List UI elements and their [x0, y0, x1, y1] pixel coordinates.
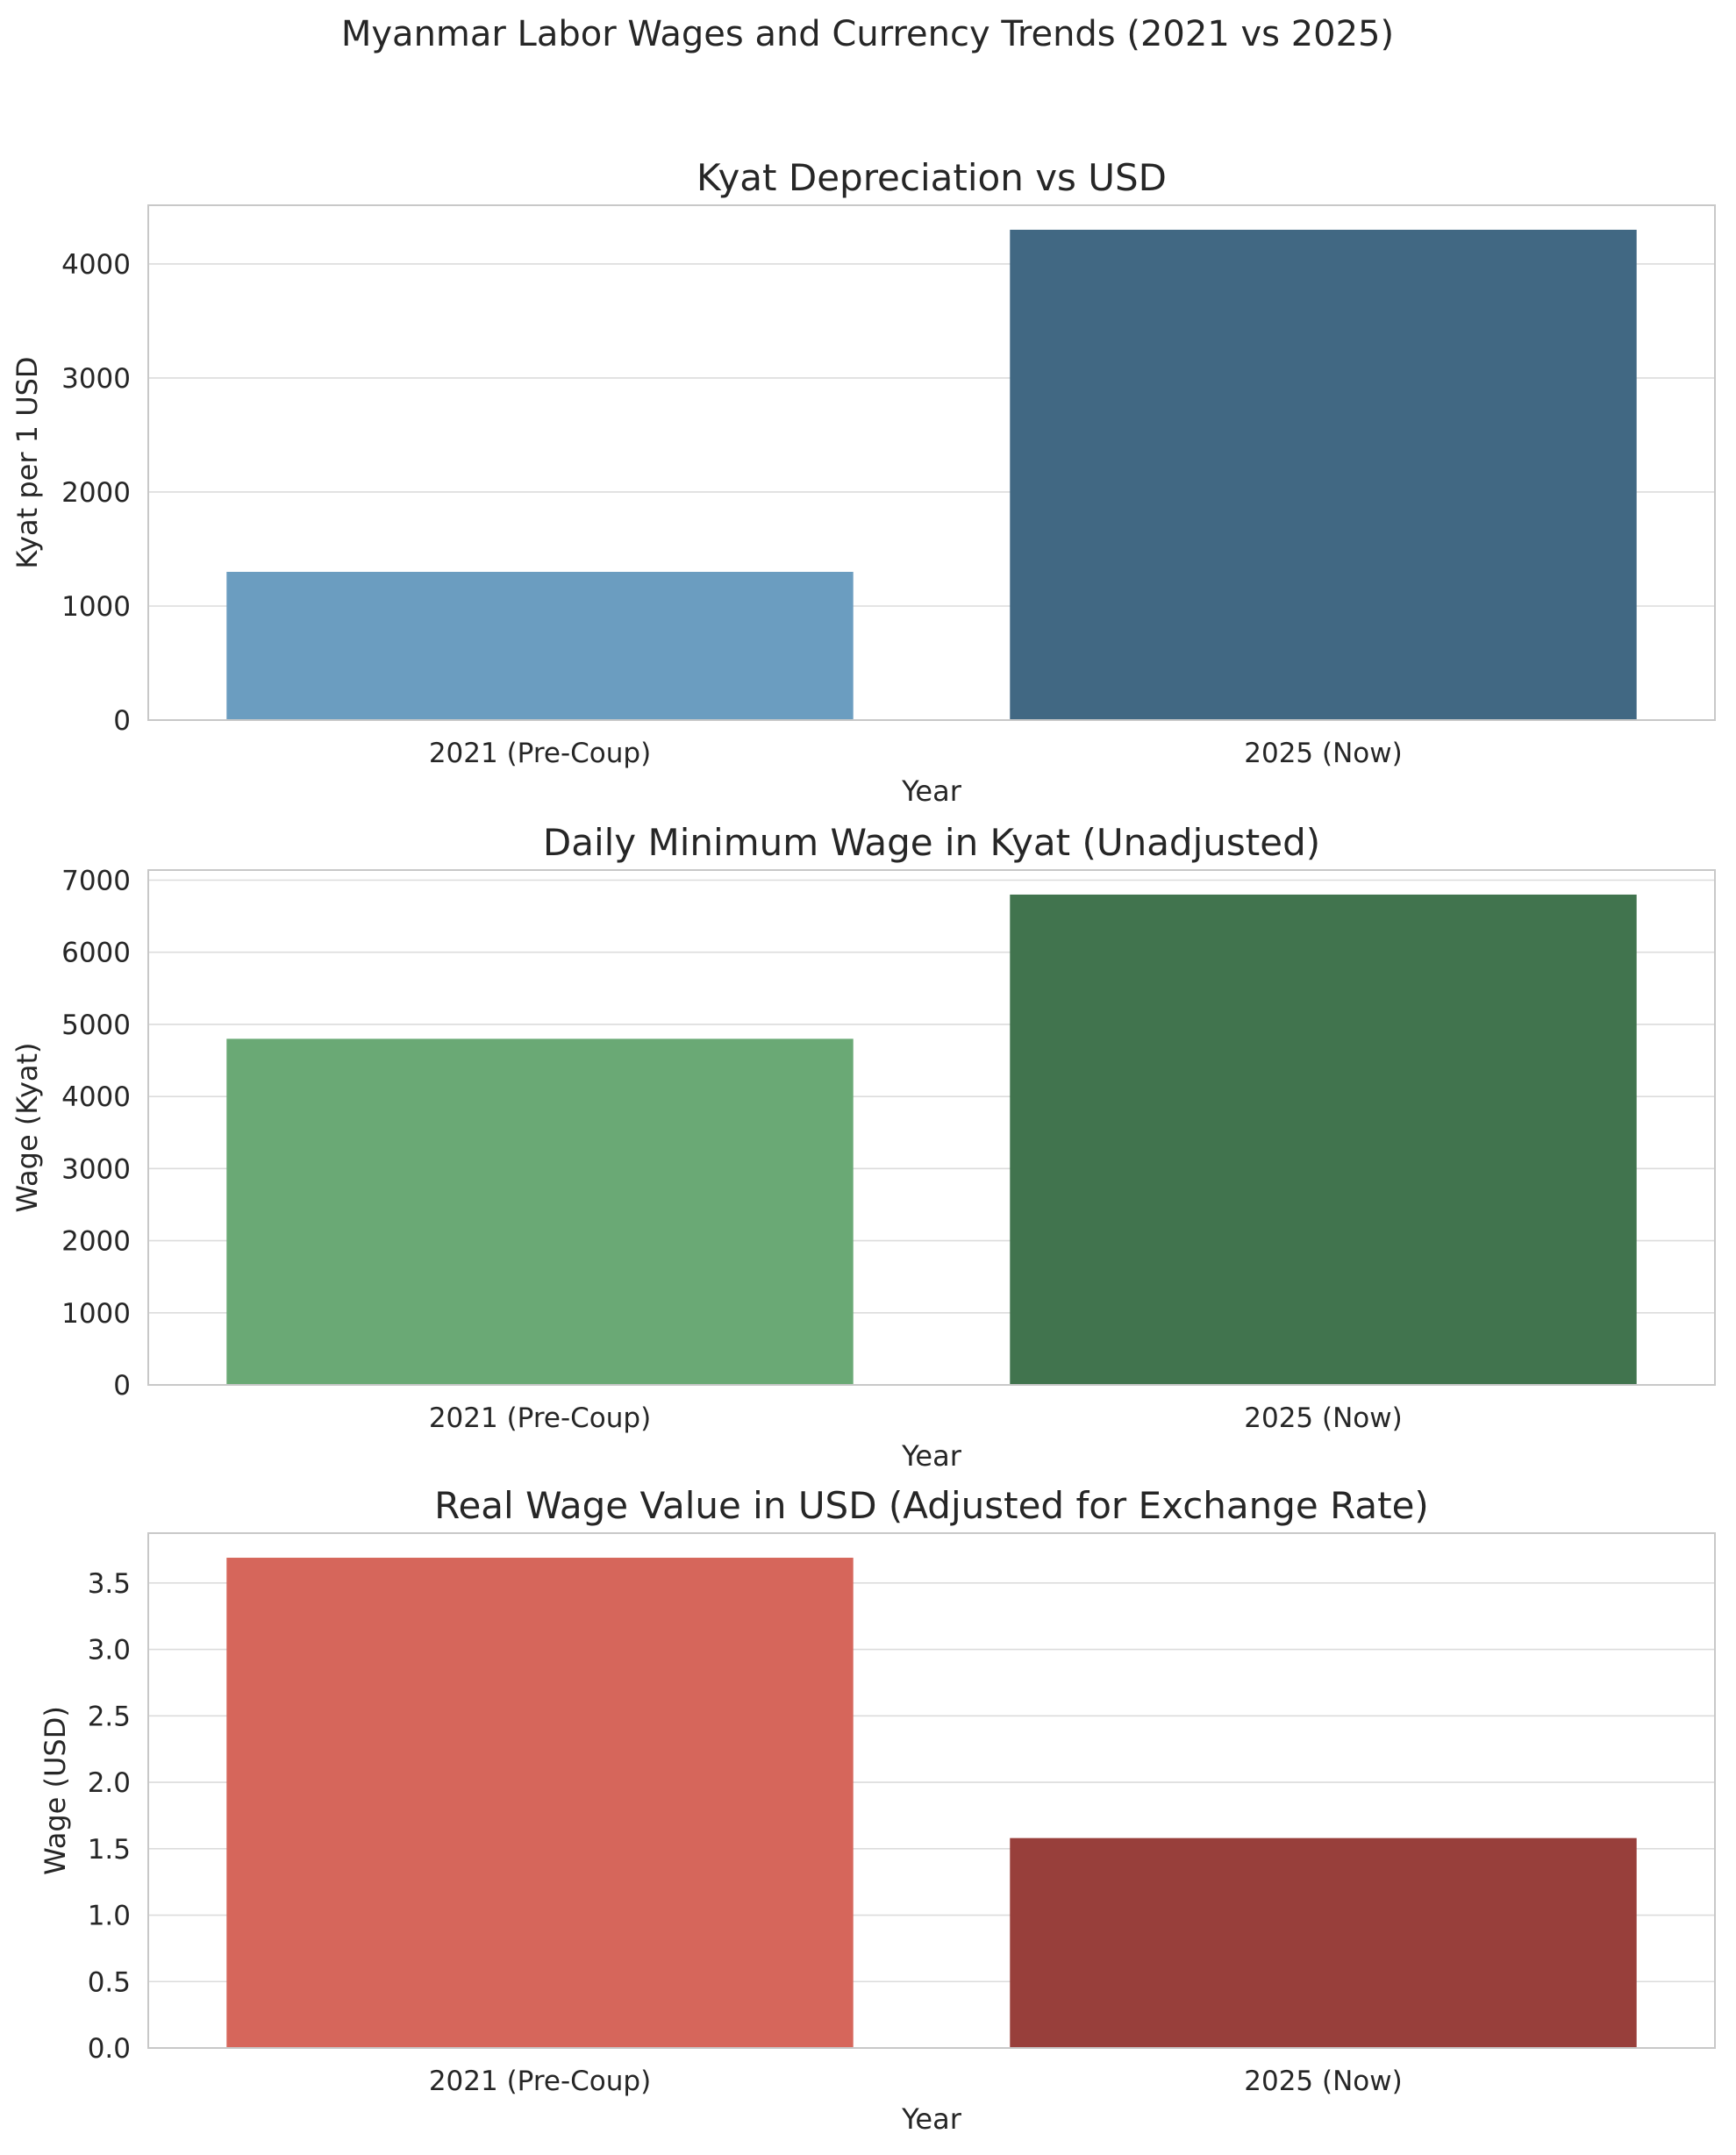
y-tick-label: 2.0: [88, 1767, 131, 1799]
y-tick-label: 4000: [61, 1081, 131, 1113]
figure-title: Myanmar Labor Wages and Currency Trends …: [341, 14, 1394, 54]
x-tick-label: 2021 (Pre-Coup): [429, 2066, 651, 2097]
chart-panel-1: 0 1000 2000 3000 4000 2021 (Pre-Coup) 2025 (No…: [11, 156, 1716, 808]
y-tick-label: 1000: [61, 1298, 131, 1330]
y-tick-label: 7000: [61, 866, 131, 897]
x-axis-label: Year: [901, 2102, 962, 2136]
y-axis-label: Wage (USD): [39, 1706, 72, 1875]
y-tick-label: 2000: [61, 1226, 131, 1258]
y-axis-label: Kyat per 1 USD: [11, 356, 44, 568]
bar-2021-pre-coup: [226, 1038, 854, 1385]
x-tick-label: 2025 (Now): [1244, 2066, 1402, 2097]
x-tick-label: 2025 (Now): [1244, 1402, 1402, 1434]
bar-2025-now: [1010, 1837, 1637, 2048]
y-tick-label: 0: [113, 1370, 131, 1402]
x-axis-label: Year: [901, 774, 962, 808]
plot-frame: [147, 204, 1716, 721]
plot-frame: [147, 1532, 1716, 2049]
chart-panels: 0 1000 2000 3000 4000 2021 (Pre-Coup) 2025 (No…: [11, 156, 1716, 2136]
y-tick-label: 5000: [61, 1010, 131, 1041]
y-axis-label: Wage (Kyat): [11, 1042, 44, 1212]
y-tick-label: 1000: [61, 591, 131, 623]
bar-2021-pre-coup: [226, 1558, 854, 2048]
plot-frame: [147, 869, 1716, 1386]
y-tick-label: 3.0: [88, 1635, 131, 1666]
bar-2025-now: [1010, 229, 1637, 720]
y-tick-label: 2000: [61, 477, 131, 509]
x-tick-label: 2025 (Now): [1244, 738, 1402, 769]
chart-panel-2: 0 1000 2000 3000 4000 5000 6000 7000 2021 (Pre-C…: [11, 821, 1716, 1473]
y-tick-label: 1.0: [88, 1901, 131, 1932]
y-tick-label: 0.5: [88, 1966, 131, 1998]
y-tick-label: 3.5: [88, 1568, 131, 1600]
chart-title: Real Wage Value in USD (Adjusted for Exc…: [434, 1484, 1429, 1527]
bar-2025-now: [1010, 894, 1637, 1385]
x-tick-label: 2021 (Pre-Coup): [429, 1402, 651, 1434]
y-tick-label: 3000: [61, 1153, 131, 1185]
x-tick-label: 2021 (Pre-Coup): [429, 738, 651, 769]
chart-panel-3: 0.0 0.5 1.0 1.5 2.0 2.5 3.0 3.5 2021 (Pre-Coup) 2…: [39, 1484, 1716, 2136]
chart-title: Daily Minimum Wage in Kyat (Unadjusted): [543, 821, 1320, 864]
x-axis-label: Year: [901, 1439, 962, 1473]
y-tick-label: 6000: [61, 938, 131, 969]
chart-title: Kyat Depreciation vs USD: [697, 156, 1167, 199]
y-tick-label: 0: [113, 705, 131, 737]
y-tick-label: 0.0: [88, 2033, 131, 2065]
y-tick-label: 1.5: [88, 1834, 131, 1866]
y-tick-label: 2.5: [88, 1701, 131, 1732]
y-tick-label: 3000: [61, 363, 131, 395]
bar-2021-pre-coup: [226, 571, 854, 720]
y-tick-label: 4000: [61, 249, 131, 281]
